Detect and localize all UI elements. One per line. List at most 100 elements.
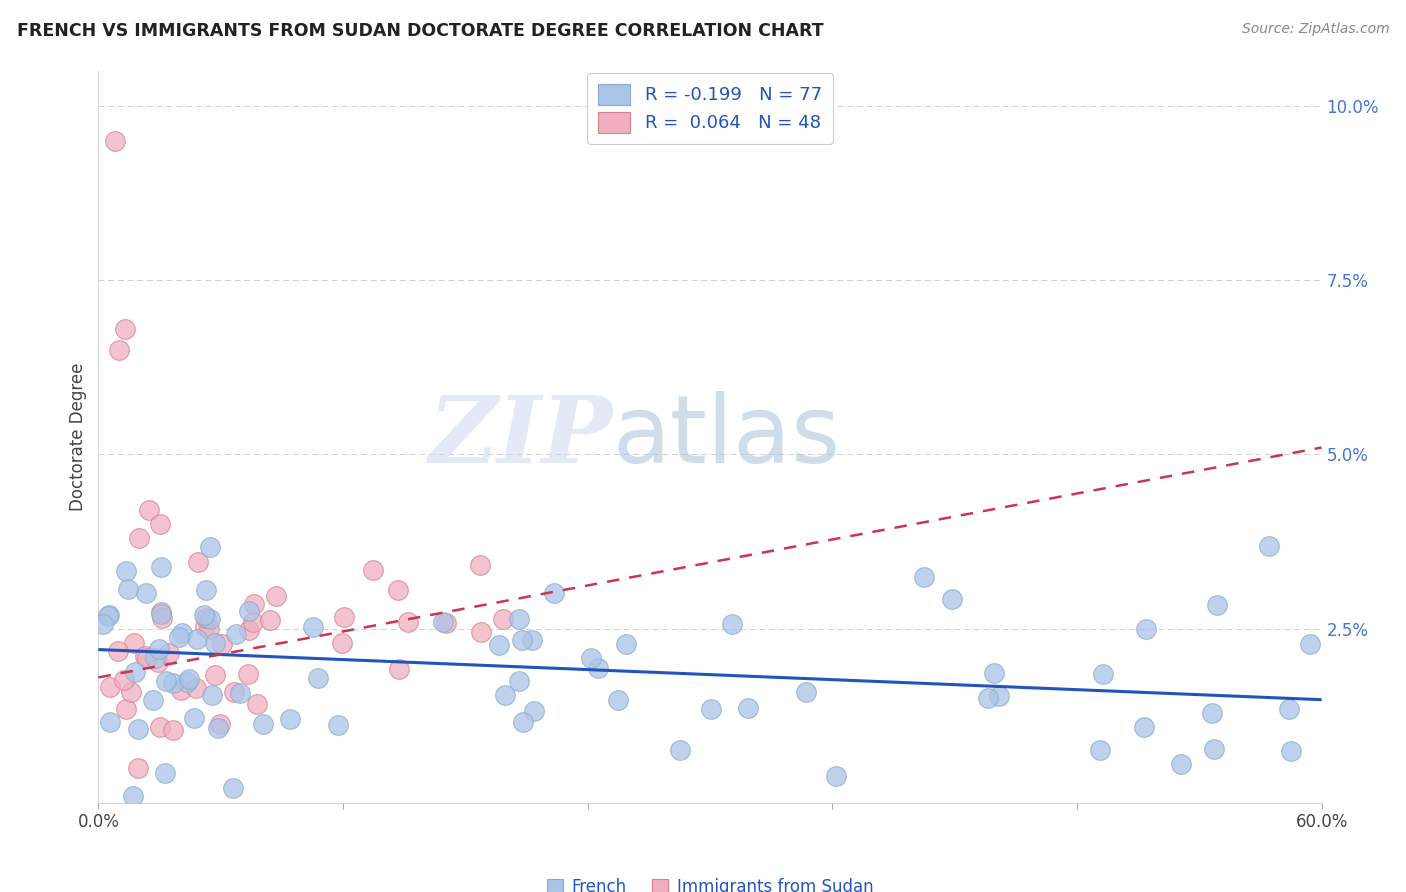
Text: ZIP: ZIP — [427, 392, 612, 482]
Point — [93, 617, 115, 632]
Point — [259, 613, 281, 627]
Point — [238, 666, 260, 681]
Point — [155, 766, 177, 780]
Point — [434, 616, 457, 631]
Text: atlas: atlas — [612, 391, 841, 483]
Point — [198, 612, 221, 626]
Point — [1135, 623, 1157, 637]
Point — [307, 671, 329, 685]
Point — [97, 609, 120, 624]
Point — [179, 672, 201, 686]
Point — [388, 662, 411, 676]
Point — [134, 648, 156, 663]
Point — [128, 531, 150, 545]
Point — [1299, 637, 1322, 651]
Point — [155, 673, 177, 688]
Point — [194, 618, 217, 632]
Point — [138, 503, 160, 517]
Point — [243, 597, 266, 611]
Point — [1278, 702, 1301, 716]
Point — [186, 681, 208, 695]
Point — [150, 611, 173, 625]
Point — [252, 717, 274, 731]
Point — [720, 616, 742, 631]
Point — [238, 604, 260, 618]
Point — [246, 698, 269, 712]
Point — [222, 684, 245, 698]
Point — [488, 638, 510, 652]
Point — [98, 715, 121, 730]
Point — [228, 686, 250, 700]
Point — [149, 607, 172, 622]
Point — [162, 676, 184, 690]
Point — [187, 555, 209, 569]
Point — [207, 721, 229, 735]
Point — [579, 650, 602, 665]
Point — [186, 632, 208, 647]
Point — [201, 689, 224, 703]
Point — [588, 661, 610, 675]
Point — [150, 605, 173, 619]
Point — [494, 688, 516, 702]
Point — [825, 769, 848, 783]
Point — [204, 668, 226, 682]
Point — [209, 717, 232, 731]
Point — [197, 622, 219, 636]
Point — [211, 636, 233, 650]
Point — [195, 582, 218, 597]
Point — [135, 586, 157, 600]
Point — [204, 636, 226, 650]
Point — [148, 641, 170, 656]
Point — [983, 665, 1005, 680]
Point — [193, 608, 215, 623]
Point — [121, 789, 143, 803]
Point — [104, 134, 127, 148]
Point — [988, 690, 1011, 704]
Point — [941, 592, 963, 607]
Point — [167, 631, 190, 645]
Point — [510, 632, 533, 647]
Point — [242, 615, 264, 629]
Point — [614, 637, 637, 651]
Point — [121, 684, 143, 698]
Point — [607, 693, 630, 707]
Point — [387, 583, 409, 598]
Point — [1092, 667, 1115, 681]
Point — [508, 674, 530, 689]
Point — [326, 718, 349, 732]
Point — [170, 682, 193, 697]
Point — [1205, 598, 1227, 612]
Point — [149, 559, 172, 574]
Point — [794, 684, 817, 698]
Point — [737, 700, 759, 714]
Point — [470, 558, 492, 573]
Point — [149, 517, 172, 532]
Point — [183, 711, 205, 725]
Point — [238, 623, 260, 637]
Point — [668, 742, 690, 756]
Point — [142, 692, 165, 706]
Point — [523, 704, 546, 718]
Point — [127, 722, 149, 736]
Text: Source: ZipAtlas.com: Source: ZipAtlas.com — [1241, 22, 1389, 37]
Point — [520, 633, 543, 648]
Point — [1202, 741, 1225, 756]
Point — [98, 608, 121, 623]
Point — [432, 615, 454, 629]
Point — [143, 651, 166, 665]
Point — [149, 720, 172, 734]
Point — [470, 625, 492, 640]
Point — [912, 570, 935, 584]
Point — [172, 626, 194, 640]
Point — [222, 781, 245, 796]
Point — [508, 612, 530, 626]
Point — [195, 611, 218, 625]
Point — [107, 643, 129, 657]
Point — [162, 723, 184, 738]
Point — [1201, 706, 1223, 721]
Point — [1279, 743, 1302, 757]
Point — [176, 674, 198, 689]
Point — [124, 665, 146, 679]
Point — [112, 673, 135, 688]
Point — [396, 615, 419, 630]
